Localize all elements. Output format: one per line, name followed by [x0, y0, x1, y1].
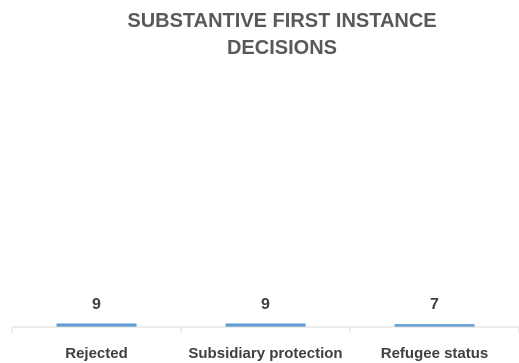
data-label: 7: [430, 296, 439, 313]
bar: [225, 323, 306, 327]
plot-area: 9 Rejected 9 Subsidiary protection 7 Refugee …: [11, 296, 519, 362]
x-tick-label: Refugee status: [381, 345, 489, 362]
x-tick-label: Rejected: [65, 345, 128, 362]
bar: [56, 323, 137, 327]
data-label: 9: [92, 296, 101, 313]
data-label: 9: [261, 296, 270, 313]
chart-title: SUBSTANTIVE FIRST INSTANCE DECISIONS: [127, 10, 436, 59]
chart-title-line-2: DECISIONS: [227, 37, 337, 59]
x-tick-label: Subsidiary protection: [188, 345, 342, 362]
bar: [394, 324, 475, 327]
chart-title-line-1: SUBSTANTIVE FIRST INSTANCE: [127, 10, 436, 32]
